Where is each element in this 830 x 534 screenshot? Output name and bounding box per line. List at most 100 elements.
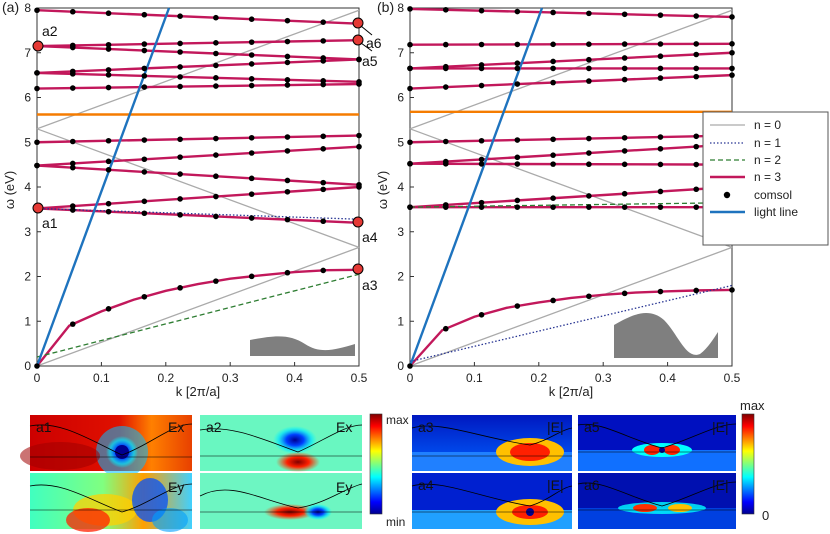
comsol-point <box>105 158 112 165</box>
panel-b-ylabel: ω (eV) <box>375 171 390 209</box>
y-tick-label: 1 <box>397 314 404 328</box>
series-line-n0 <box>36 128 360 249</box>
point-a1 <box>32 202 44 214</box>
field-map-a4-label: a4 <box>418 477 434 493</box>
comsol-point <box>657 53 664 60</box>
comsol-point <box>693 41 700 47</box>
comsol-point <box>141 73 148 79</box>
comsol-point <box>34 162 40 169</box>
field-map-a5-component: |E| <box>712 419 729 435</box>
comsol-point <box>248 16 255 22</box>
x-tick-label: 0.5 <box>351 371 368 385</box>
comsol-point <box>478 137 485 144</box>
comsol-point <box>621 204 628 210</box>
comsol-point <box>478 156 485 163</box>
comsol-point <box>105 200 112 207</box>
comsol-point <box>657 145 664 152</box>
comsol-point <box>320 38 327 44</box>
comsol-point <box>621 55 628 61</box>
comsol-point <box>442 158 449 165</box>
comsol-point <box>356 132 362 139</box>
comsol-point <box>213 14 219 21</box>
comsol-point <box>693 204 700 210</box>
comsol-point <box>248 150 255 156</box>
point-a5 <box>352 34 364 46</box>
comsol-point <box>407 139 413 146</box>
comsol-point <box>729 287 735 293</box>
comsol-point <box>514 60 521 66</box>
colorbar-left-max: max <box>386 413 409 427</box>
comsol-point <box>442 202 449 208</box>
comsol-point <box>284 77 291 83</box>
comsol-point <box>213 193 219 200</box>
comsol-point <box>141 65 148 72</box>
comsol-point <box>213 40 219 46</box>
legend-label-light: light line <box>754 205 798 219</box>
comsol-point <box>177 154 183 160</box>
comsol-point <box>478 62 485 68</box>
comsol-point <box>248 61 255 67</box>
comsol-point <box>550 41 556 48</box>
comsol-point <box>213 173 219 180</box>
comsol-point <box>621 65 628 72</box>
y-tick-label: 1 <box>24 314 31 328</box>
comsol-point <box>141 47 148 54</box>
comsol-point <box>177 74 183 80</box>
comsol-point <box>657 75 664 81</box>
comsol-point <box>621 161 628 168</box>
y-tick-label: 8 <box>24 1 31 15</box>
comsol-point <box>478 161 485 167</box>
comsol-point <box>586 10 592 17</box>
series-line-n0 <box>36 9 360 130</box>
annotation-a3: a3 <box>362 277 378 293</box>
comsol-point <box>284 82 291 88</box>
comsol-point <box>586 204 592 210</box>
comsol-point <box>442 6 449 13</box>
comsol-point <box>105 137 112 144</box>
comsol-point <box>105 306 112 312</box>
comsol-point <box>586 293 592 300</box>
comsol-point <box>407 160 413 167</box>
series-line-n3 <box>36 134 360 144</box>
comsol-point <box>177 285 183 291</box>
comsol-point <box>478 41 485 48</box>
comsol-point <box>693 143 700 150</box>
y-tick-label: 4 <box>397 180 404 194</box>
comsol-point <box>177 40 183 47</box>
comsol-point <box>248 39 255 45</box>
y-tick-label: 6 <box>397 91 404 105</box>
comsol-point <box>478 199 485 206</box>
comsol-point <box>141 210 148 217</box>
field-map-a1y-component: Ey <box>168 479 184 495</box>
comsol-point <box>407 363 413 369</box>
legend-box <box>702 111 829 246</box>
arrow-a6 <box>360 25 373 36</box>
series-line-n3 <box>36 71 360 84</box>
comsol-point <box>550 152 556 158</box>
panel-b-label: (b) <box>377 0 394 15</box>
colorbar-right-max: max <box>740 398 765 413</box>
field-map-a2-ex: a2 Ex <box>199 415 363 472</box>
comsol-point <box>693 13 700 19</box>
comsol-point <box>213 75 219 81</box>
panel-a-xlabel: k [2π/a] <box>176 384 220 399</box>
comsol-point <box>320 133 327 140</box>
comsol-point <box>442 84 449 90</box>
comsol-point <box>693 133 700 140</box>
comsol-point <box>729 65 735 72</box>
y-tick-label: 3 <box>24 225 31 239</box>
comsol-point <box>657 134 664 140</box>
comsol-point <box>177 83 183 90</box>
comsol-point <box>213 62 219 69</box>
comsol-point <box>248 175 255 182</box>
comsol-point <box>550 204 556 210</box>
series-line-n3 <box>36 268 360 367</box>
comsol-point <box>320 267 327 274</box>
series-line-n3 <box>409 51 733 70</box>
legend-label-n2: n = 2 <box>754 153 781 167</box>
colorbar-right-min: 0 <box>762 508 769 523</box>
comsol-point <box>693 161 700 168</box>
comsol-point <box>442 138 449 145</box>
comsol-point <box>621 76 628 83</box>
comsol-point <box>356 56 362 63</box>
